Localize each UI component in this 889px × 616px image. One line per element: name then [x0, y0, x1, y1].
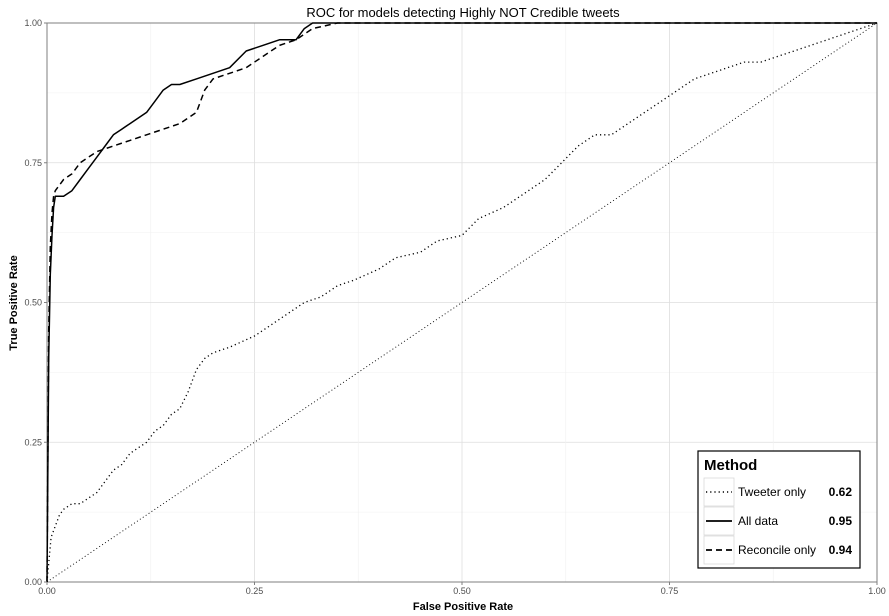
y-tick-label: 0.75 [24, 158, 42, 168]
legend-label: Reconcile only [738, 543, 816, 557]
legend-auc-value: 0.94 [829, 543, 853, 557]
legend-items: Tweeter only 0.62 All data 0.95 Reconcile on… [703, 477, 853, 565]
x-tick-label: 1.00 [868, 586, 886, 596]
x-axis-ticks: 0.00 0.25 0.50 0.75 1.00 [38, 582, 886, 596]
x-tick-label: 0.50 [453, 586, 471, 596]
y-tick-label: 1.00 [24, 18, 42, 28]
x-tick-label: 0.25 [246, 586, 264, 596]
legend: Method Tweeter only 0.62 All data 0.95 Recon… [697, 450, 861, 569]
series-layer [46, 22, 878, 583]
series-line-tweeter-only [46, 22, 878, 583]
legend-auc-value: 0.95 [829, 514, 853, 528]
legend-label: All data [738, 514, 778, 528]
chart-title: ROC for models detecting Highly NOT Cred… [306, 5, 620, 20]
x-tick-label: 0.00 [38, 586, 56, 596]
diagonal-reference-line [46, 22, 878, 583]
legend-label: Tweeter only [738, 485, 806, 499]
y-axis-ticks: 0.00 0.25 0.50 0.75 1.00 [24, 18, 47, 587]
y-tick-label: 0.00 [24, 577, 42, 587]
legend-title: Method [704, 457, 757, 474]
y-axis-title: True Positive Rate [8, 255, 20, 350]
legend-auc-value: 0.62 [829, 485, 853, 499]
y-tick-label: 0.50 [24, 298, 42, 308]
y-tick-label: 0.25 [24, 437, 42, 447]
x-tick-label: 0.75 [661, 586, 679, 596]
x-axis-title: False Positive Rate [413, 601, 513, 613]
